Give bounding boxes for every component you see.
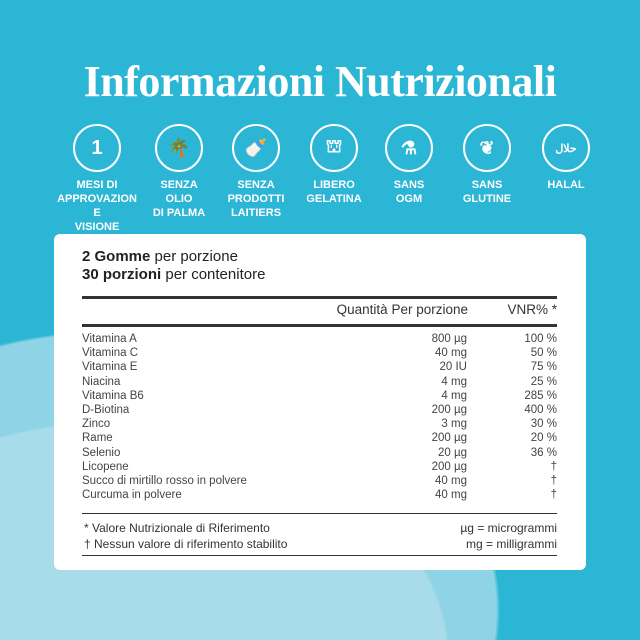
header-vnr: VNR% *: [507, 302, 557, 317]
table-row: Zinco 3 mg 30 %: [82, 418, 557, 432]
nutrient-quantity: 20 IU: [439, 361, 468, 374]
nutrient-name: Vitamina E: [82, 361, 138, 374]
nutrient-quantity: 40 mg: [435, 489, 467, 502]
badge: 🌴 SENZA OLIO DI PALMA: [137, 124, 221, 220]
nutrient-vnr: †: [550, 460, 557, 473]
nutrient-quantity: 200 µg: [431, 404, 467, 416]
nutrient-vnr: 25 %: [530, 375, 557, 388]
badge-label: SENZA OLIO DI PALMA: [152, 179, 206, 219]
header-quantity: Quantità Per porzione: [336, 302, 468, 317]
badge-label: MESI DI APPROVAZIONE VISIONE: [57, 179, 137, 233]
badge-label: LIBERO GELATINA: [306, 179, 362, 205]
footnote-dagger: † Nessun valore di riferimento stabilito: [84, 537, 288, 551]
nutrient-name: Zinco: [82, 418, 111, 431]
divider: [82, 324, 557, 327]
table-row: Curcuma in polvere 40 mg †: [82, 489, 557, 503]
nutrient-quantity: 4 mg: [441, 389, 467, 402]
nutrient-name: Rame: [82, 432, 113, 445]
number-1-icon: 1: [73, 124, 121, 172]
nutrient-quantity: 20 µg: [437, 446, 467, 459]
divider: [82, 296, 557, 299]
nutrient-vnr: 30 %: [530, 418, 557, 431]
serving-amount-suffix: per porzione: [150, 248, 238, 265]
nutrient-name: Vitamina C: [82, 347, 139, 360]
table-row: Vitamina E 20 IU 75 %: [82, 361, 557, 375]
table-row: Selenio 20 µg 36 %: [82, 447, 557, 461]
nutrition-card: 2 Gomme per porzione 30 porzioni per con…: [54, 234, 586, 570]
serving-info: 2 Gomme per porzione 30 porzioni per con…: [82, 248, 265, 284]
gelatin-icon: ⛫: [310, 124, 358, 172]
badge-label: SANS OGM: [393, 179, 425, 205]
nutrient-quantity: 800 µg: [431, 333, 467, 345]
badge: ⛫ LIBERO GELATINA: [292, 124, 376, 206]
table-row: Vitamina A 800 µg 100 %: [82, 333, 557, 347]
halal-icon: حلال: [542, 124, 590, 172]
table-row: Niacina 4 mg 25 %: [82, 376, 557, 390]
table-row: D-Biotina 200 µg 400 %: [82, 404, 557, 418]
footnote-ug: µg = microgrammi: [460, 521, 557, 535]
nutrient-name: Niacina: [82, 375, 121, 388]
badge-label: SENZA PRODOTTI LAITIERS: [227, 179, 285, 219]
nutrient-name: Selenio: [82, 446, 121, 459]
table-row: Rame 200 µg 20 %: [82, 432, 557, 446]
nutrient-vnr: 285 %: [524, 389, 557, 402]
divider: [82, 555, 557, 556]
badge: ❦ SANS GLUTINE: [445, 124, 529, 206]
nutrient-vnr: 20 %: [530, 432, 557, 445]
nutrient-quantity: 4 mg: [441, 375, 467, 388]
milk-bottle-icon: 🍼: [232, 124, 280, 172]
table-row: Licopene 200 µg †: [82, 461, 557, 475]
servings-count: 30 porzioni: [82, 266, 162, 283]
nutrient-vnr: 50 %: [530, 347, 557, 360]
nutrient-vnr: 400 %: [524, 404, 557, 416]
badge: حلال HALAL: [524, 124, 608, 192]
servings-suffix: per contenitore: [161, 266, 266, 283]
nutrient-quantity: 40 mg: [435, 475, 467, 487]
nutrient-name: Vitamina A: [82, 333, 137, 345]
badge: 1 MESI DI APPROVAZIONE VISIONE: [55, 124, 139, 234]
serving-amount: 2 Gomme: [82, 248, 151, 265]
nutrient-quantity: 200 µg: [431, 432, 467, 445]
nutrient-vnr: †: [550, 489, 557, 502]
badge-label: HALAL: [547, 179, 585, 191]
page-title: Informazioni Nutrizionali: [83, 57, 557, 106]
nutrient-quantity: 200 µg: [431, 460, 467, 473]
nutrient-name: Curcuma in polvere: [82, 489, 182, 502]
nutrient-quantity: 40 mg: [435, 347, 467, 360]
nutrient-vnr: 36 %: [530, 446, 557, 459]
footnote-mg: mg = milligrammi: [465, 537, 557, 551]
nutrient-vnr: †: [550, 475, 557, 487]
footnote-star: * Valore Nutrizionale di Riferimento: [84, 521, 270, 535]
nutrient-quantity: 3 mg: [441, 418, 467, 431]
badge: ⚗ SANS OGM: [367, 124, 451, 206]
wheat-icon: ❦: [463, 124, 511, 172]
nutrient-vnr: 100 %: [524, 333, 557, 345]
badge-label: SANS GLUTINE: [462, 179, 512, 205]
flask-icon: ⚗: [385, 124, 433, 172]
badge: 🍼 SENZA PRODOTTI LAITIERS: [214, 124, 298, 220]
table-row: Vitamina C 40 mg 50 %: [82, 347, 557, 361]
nutrient-name: D-Biotina: [82, 404, 130, 416]
table-row: Vitamina B6 4 mg 285 %: [82, 390, 557, 404]
nutrient-name: Succo di mirtillo rosso in polvere: [82, 475, 247, 487]
nutrient-name: Vitamina B6: [82, 389, 144, 402]
nutrient-vnr: 75 %: [530, 361, 557, 374]
palm-tree-icon: 🌴: [155, 124, 203, 172]
table-row: Succo di mirtillo rosso in polvere 40 mg †: [82, 475, 557, 489]
nutrient-name: Licopene: [82, 460, 129, 473]
divider: [82, 513, 557, 514]
